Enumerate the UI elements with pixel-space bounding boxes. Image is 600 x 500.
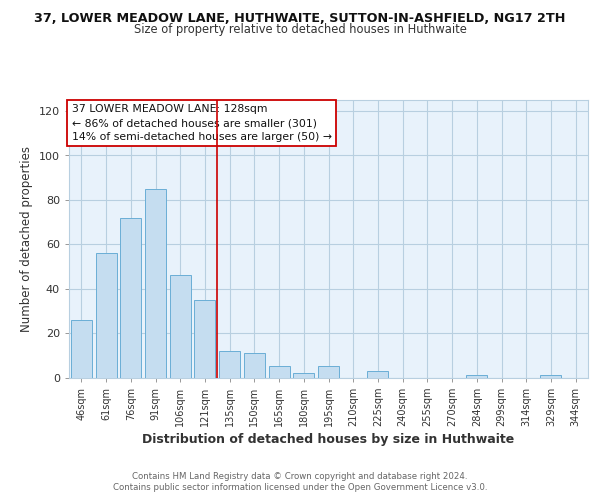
Bar <box>293 373 314 378</box>
Bar <box>71 320 92 378</box>
Bar <box>194 300 215 378</box>
Text: 37 LOWER MEADOW LANE: 128sqm
← 86% of detached houses are smaller (301)
14% of s: 37 LOWER MEADOW LANE: 128sqm ← 86% of de… <box>71 104 332 142</box>
Bar <box>541 376 562 378</box>
Bar <box>219 351 240 378</box>
Bar <box>95 253 116 378</box>
Bar <box>170 276 191 378</box>
Bar <box>120 218 141 378</box>
X-axis label: Distribution of detached houses by size in Huthwaite: Distribution of detached houses by size … <box>142 433 515 446</box>
Y-axis label: Number of detached properties: Number of detached properties <box>20 146 33 332</box>
Bar <box>244 353 265 378</box>
Bar <box>466 376 487 378</box>
Bar <box>367 371 388 378</box>
Text: Contains HM Land Registry data © Crown copyright and database right 2024.: Contains HM Land Registry data © Crown c… <box>132 472 468 481</box>
Bar <box>145 189 166 378</box>
Bar <box>318 366 339 378</box>
Bar <box>269 366 290 378</box>
Text: Size of property relative to detached houses in Huthwaite: Size of property relative to detached ho… <box>134 22 466 36</box>
Text: 37, LOWER MEADOW LANE, HUTHWAITE, SUTTON-IN-ASHFIELD, NG17 2TH: 37, LOWER MEADOW LANE, HUTHWAITE, SUTTON… <box>34 12 566 26</box>
Text: Contains public sector information licensed under the Open Government Licence v3: Contains public sector information licen… <box>113 484 487 492</box>
